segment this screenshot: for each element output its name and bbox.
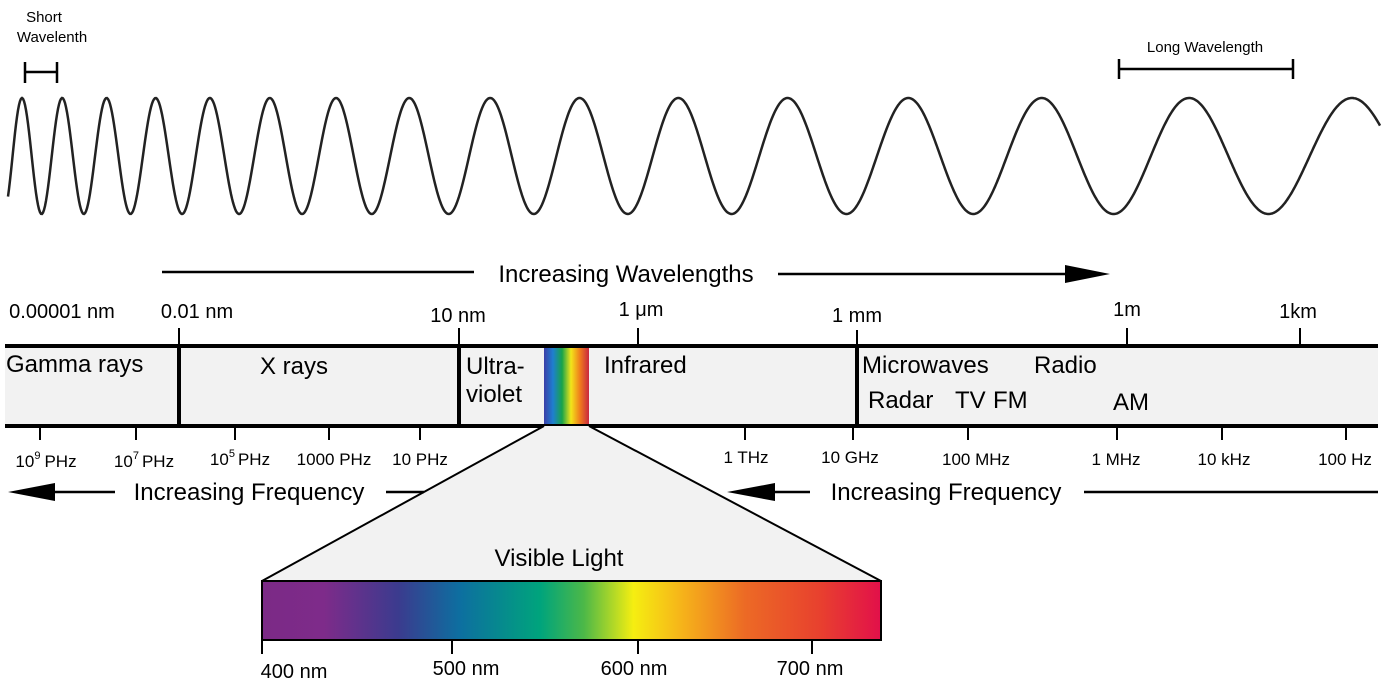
region-label: FM bbox=[993, 387, 1028, 414]
visible-title: Visible Light bbox=[495, 545, 624, 572]
frequency-tick: 1 THz bbox=[723, 448, 768, 467]
visible-tick-marks bbox=[261, 640, 813, 654]
frequency-tick: 10 GHz bbox=[821, 448, 879, 467]
visible-strip bbox=[544, 348, 589, 424]
wavelength-arrow bbox=[162, 265, 1110, 283]
visible-spectrum bbox=[261, 580, 882, 641]
visible-tick: 400 nm bbox=[261, 661, 328, 683]
frequency-tick: 10 kHz bbox=[1198, 450, 1251, 469]
wavelength-tick: 1 mm bbox=[832, 305, 882, 327]
arrow-head bbox=[727, 483, 775, 501]
short-label: Short bbox=[26, 9, 63, 26]
arrow-head bbox=[8, 483, 55, 501]
region-label: Infrared bbox=[604, 352, 687, 379]
long-bracket bbox=[1117, 59, 1295, 79]
frequency-tick: 1000 PHz bbox=[297, 450, 372, 469]
visible-tick: 500 nm bbox=[433, 658, 500, 680]
visible-tick: 600 nm bbox=[601, 658, 668, 680]
frequency-tick-marks bbox=[39, 426, 1347, 440]
visible-tick: 700 nm bbox=[777, 658, 844, 680]
frequency-title: Increasing Frequency bbox=[134, 479, 365, 506]
wavelength-tick-marks bbox=[178, 328, 1301, 346]
region-label: X rays bbox=[260, 353, 328, 380]
short-label: Wavelenth bbox=[17, 29, 87, 46]
wavelength-tick: 1km bbox=[1279, 301, 1317, 323]
region-label: Radio bbox=[1034, 352, 1097, 379]
region-label: violet bbox=[466, 381, 522, 408]
spectrum-band bbox=[5, 346, 1378, 426]
region-label: AM bbox=[1113, 389, 1149, 416]
frequency-tick: 100 Hz bbox=[1318, 450, 1372, 469]
wave bbox=[6, 96, 1382, 216]
zoom-lines bbox=[261, 425, 882, 582]
region-label: Microwaves bbox=[862, 352, 989, 379]
wavelength-tick: 1m bbox=[1113, 299, 1141, 321]
wavelength-tick: 10 nm bbox=[430, 305, 486, 327]
wavelength-tick: 0.01 nm bbox=[161, 301, 233, 323]
frequency-tick: 10 PHz bbox=[392, 450, 448, 469]
frequency-tick: 100 MHz bbox=[942, 450, 1010, 469]
frequency-tick: 105 PHz bbox=[210, 448, 270, 469]
region-label: Radar bbox=[868, 387, 933, 414]
region-label: Ultra- bbox=[466, 353, 525, 380]
short-bracket bbox=[23, 62, 59, 83]
zoom-area bbox=[262, 426, 881, 581]
long-label: Long Wavelength bbox=[1147, 39, 1263, 56]
band-borders bbox=[5, 344, 1378, 428]
frequency-tick: 109 PHz bbox=[15, 450, 76, 471]
region-label: Gamma rays bbox=[6, 351, 143, 378]
region-label: TV bbox=[955, 387, 986, 414]
frequency-tick: 107 PHz bbox=[114, 450, 174, 471]
frequency-title: Increasing Frequency bbox=[831, 479, 1062, 506]
wavelength-title: Increasing Wavelengths bbox=[498, 261, 753, 288]
frequency-tick: 1 MHz bbox=[1091, 450, 1140, 469]
wavelength-tick: 0.00001 nm bbox=[9, 301, 115, 323]
wavelength-tick: 1 μm bbox=[619, 299, 664, 321]
